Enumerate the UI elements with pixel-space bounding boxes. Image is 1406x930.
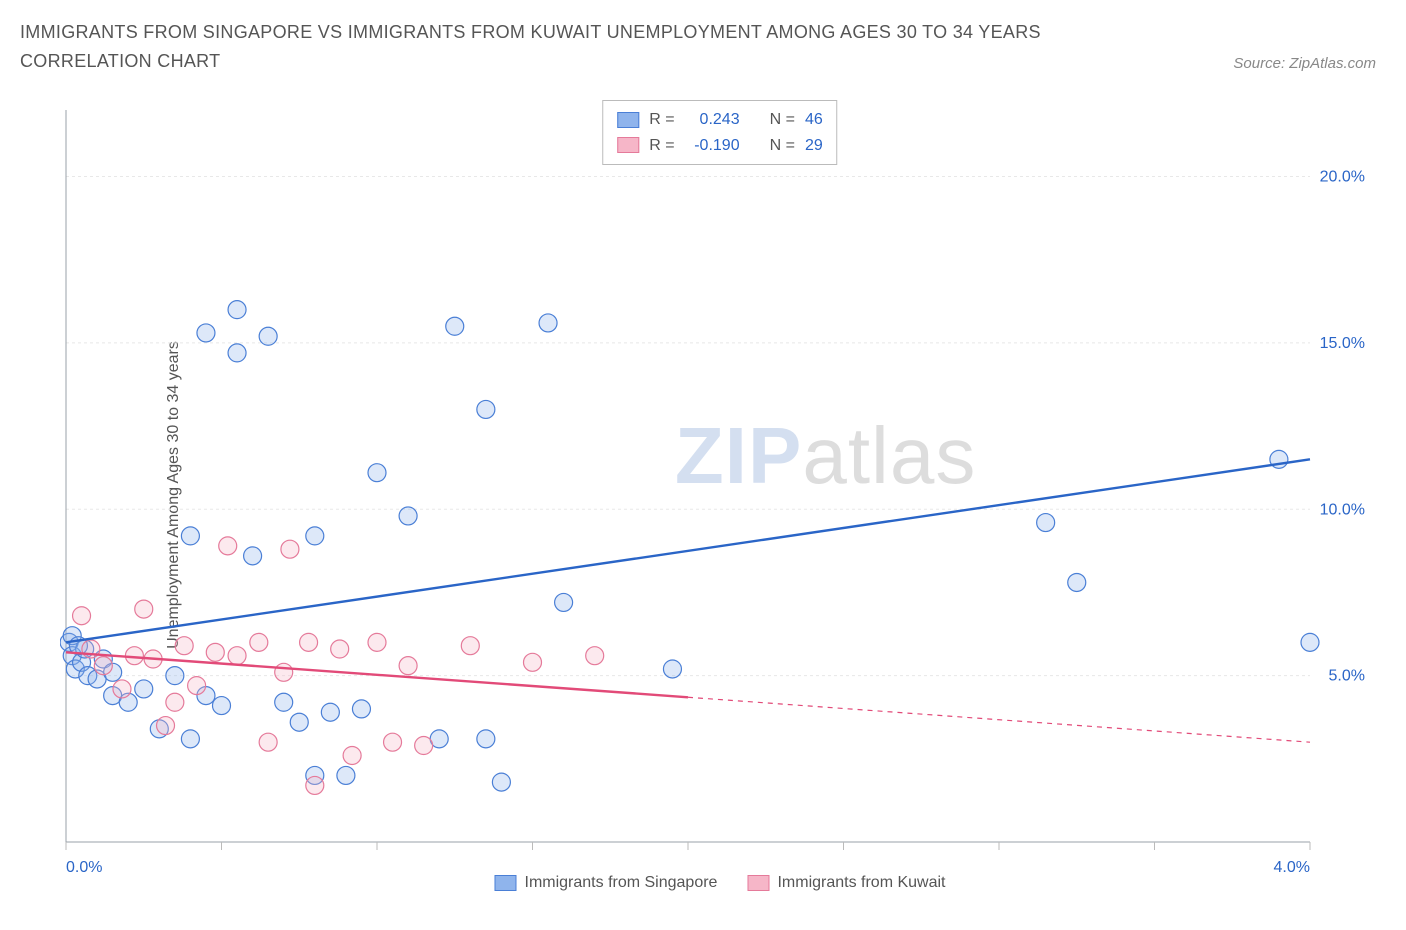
data-point-kuwait [175, 637, 193, 655]
n-label: N = [770, 107, 795, 133]
legend-swatch-kuwait [617, 137, 639, 153]
data-point-singapore [663, 660, 681, 678]
data-point-singapore [290, 713, 308, 731]
legend-label-singapore: Immigrants from Singapore [524, 874, 717, 892]
data-point-kuwait [306, 776, 324, 794]
y-tick-label: 15.0% [1320, 335, 1365, 352]
y-tick-label: 5.0% [1329, 668, 1365, 685]
source-name: ZipAtlas.com [1289, 55, 1376, 72]
data-point-singapore [368, 464, 386, 482]
y-tick-label: 10.0% [1320, 501, 1365, 518]
data-point-kuwait [343, 746, 361, 764]
data-point-singapore [244, 547, 262, 565]
data-point-singapore [337, 766, 355, 784]
data-point-singapore [228, 344, 246, 362]
legend-row-singapore: R = 0.243 N = 46 [617, 107, 822, 133]
data-point-singapore [181, 527, 199, 545]
legend-swatch-kuwait [747, 875, 769, 891]
correlation-legend: R = 0.243 N = 46 R = -0.190 N = 29 [602, 100, 837, 165]
data-point-singapore [228, 301, 246, 319]
data-point-kuwait [206, 643, 224, 661]
r-label: R = [649, 107, 674, 133]
data-point-singapore [555, 593, 573, 611]
data-point-singapore [181, 730, 199, 748]
data-point-kuwait [384, 733, 402, 751]
data-point-kuwait [157, 717, 175, 735]
data-point-singapore [352, 700, 370, 718]
data-point-kuwait [166, 693, 184, 711]
data-point-kuwait [281, 540, 299, 558]
r-value-kuwait: -0.190 [685, 133, 740, 159]
data-point-kuwait [73, 607, 91, 625]
legend-item-singapore: Immigrants from Singapore [494, 874, 717, 892]
n-value-kuwait: 29 [805, 133, 823, 159]
data-point-kuwait [219, 537, 237, 555]
data-point-kuwait [461, 637, 479, 655]
legend-label-kuwait: Immigrants from Kuwait [777, 874, 945, 892]
data-point-kuwait [113, 680, 131, 698]
data-point-kuwait [275, 663, 293, 681]
data-point-kuwait [250, 633, 268, 651]
data-point-singapore [197, 324, 215, 342]
legend-swatch-singapore [494, 875, 516, 891]
data-point-singapore [1301, 633, 1319, 651]
y-tick-label: 20.0% [1320, 169, 1365, 186]
data-point-kuwait [586, 647, 604, 665]
n-value-singapore: 46 [805, 107, 823, 133]
data-point-kuwait [94, 657, 112, 675]
data-point-kuwait [300, 633, 318, 651]
data-point-singapore [1068, 573, 1086, 591]
data-point-singapore [539, 314, 557, 332]
data-point-singapore [135, 680, 153, 698]
data-point-singapore [259, 327, 277, 345]
n-label: N = [770, 133, 795, 159]
data-point-kuwait [524, 653, 542, 671]
data-point-kuwait [331, 640, 349, 658]
data-point-kuwait [259, 733, 277, 751]
data-point-singapore [321, 703, 339, 721]
data-point-singapore [213, 697, 231, 715]
data-point-singapore [477, 730, 495, 748]
chart-title: IMMIGRANTS FROM SINGAPORE VS IMMIGRANTS … [20, 18, 1170, 76]
source-attribution: Source: ZipAtlas.com [1233, 55, 1376, 72]
data-point-kuwait [135, 600, 153, 618]
data-point-singapore [166, 667, 184, 685]
chart-area: Unemployment Among Ages 30 to 34 years R… [60, 100, 1380, 890]
source-prefix: Source: [1233, 55, 1289, 72]
series-legend: Immigrants from Singapore Immigrants fro… [494, 874, 945, 892]
trend-line-kuwait-dashed [688, 697, 1310, 742]
legend-row-kuwait: R = -0.190 N = 29 [617, 133, 822, 159]
r-value-singapore: 0.243 [685, 107, 740, 133]
data-point-kuwait [415, 737, 433, 755]
data-point-kuwait [188, 677, 206, 695]
data-point-singapore [399, 507, 417, 525]
data-point-kuwait [228, 647, 246, 665]
x-tick-label: 4.0% [1274, 859, 1310, 876]
data-point-singapore [477, 400, 495, 418]
data-point-singapore [1037, 514, 1055, 532]
data-point-singapore [446, 317, 464, 335]
data-point-singapore [306, 527, 324, 545]
r-label: R = [649, 133, 674, 159]
scatter-plot-svg: 5.0% 10.0% 15.0% 20.0% 0.0% 4.0% [60, 100, 1380, 890]
data-point-singapore [492, 773, 510, 791]
legend-swatch-singapore [617, 112, 639, 128]
x-tick-label: 0.0% [66, 859, 102, 876]
data-point-kuwait [399, 657, 417, 675]
data-point-singapore [275, 693, 293, 711]
legend-item-kuwait: Immigrants from Kuwait [747, 874, 945, 892]
data-point-kuwait [368, 633, 386, 651]
